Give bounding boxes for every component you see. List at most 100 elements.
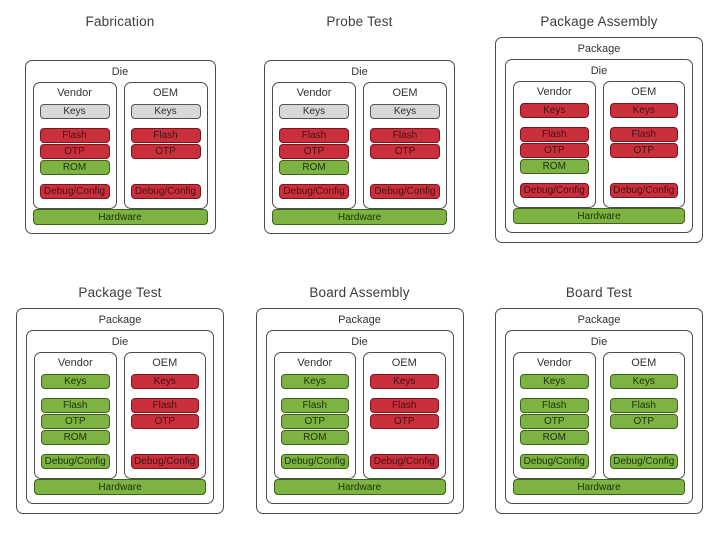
memory-section: Flash OTP <box>609 398 678 445</box>
debug-section: Debug/Config <box>609 454 678 469</box>
column-label: OEM <box>392 87 418 99</box>
block-flash: Flash <box>130 128 201 143</box>
stage-probe-test: Probe Test Die Vendor Keys Flash OTP ROM Debug/… <box>240 0 479 271</box>
block-debug-config: Debug/Config <box>609 183 678 198</box>
columns-row: Vendor Keys Flash OTP ROM Debug/Config OEM Keys… <box>34 352 206 479</box>
package-label: Package <box>98 314 142 326</box>
die-body: Vendor Keys Flash OTP ROM Debug/Config OEM Keys… <box>34 352 206 495</box>
block-otp: OTP <box>370 144 440 159</box>
memory-section: Flash OTP <box>609 127 678 174</box>
block-otp: OTP <box>609 414 678 429</box>
block-flash: Flash <box>130 398 199 413</box>
block-flash: Flash <box>609 127 678 142</box>
block-flash: Flash <box>280 398 349 413</box>
block-keys: Keys <box>39 104 110 119</box>
column-label: OEM <box>152 357 178 369</box>
block-keys: Keys <box>279 104 349 119</box>
stage-title: Probe Test <box>326 14 393 29</box>
stage-board-test: Board Test Package Die Vendor Keys Flash OTP RO… <box>479 271 719 545</box>
debug-section: Debug/Config <box>41 454 110 469</box>
debug-section: Debug/Config <box>520 183 589 198</box>
column-vendor: Vendor Keys Flash OTP ROM Debug/Config <box>273 352 356 479</box>
column-oem: OEM Keys Flash OTP Debug/Config <box>363 352 446 479</box>
memory-section: Flash OTP ROM <box>280 398 349 445</box>
block-hardware: Hardware <box>273 479 446 495</box>
block-debug-config: Debug/Config <box>130 184 201 199</box>
column-label: OEM <box>152 87 179 99</box>
block-debug-config: Debug/Config <box>41 454 110 469</box>
debug-section: Debug/Config <box>130 454 199 469</box>
debug-section: Debug/Config <box>39 184 110 199</box>
stage-diagram: Die Vendor Keys Flash OTP ROM Debug/Config OEM K… <box>24 60 216 234</box>
keys-section: Keys <box>609 374 678 389</box>
stage-diagram: Package Die Vendor Keys Flash OTP ROM Debug/Con… <box>255 308 464 514</box>
block-otp: OTP <box>280 414 349 429</box>
block-hardware: Hardware <box>513 479 685 495</box>
debug-section: Debug/Config <box>370 184 440 199</box>
memory-section: Flash OTP ROM <box>520 398 589 445</box>
column-label: OEM <box>631 86 657 98</box>
block-rom: ROM <box>280 430 349 445</box>
block-keys: Keys <box>609 374 678 389</box>
column-vendor: Vendor Keys Flash OTP ROM Debug/Config <box>513 352 596 479</box>
keys-section: Keys <box>609 103 678 118</box>
block-otp: OTP <box>279 144 349 159</box>
die-box: Die Vendor Keys Flash OTP ROM Debug/Config OEM K… <box>26 330 214 504</box>
block-debug-config: Debug/Config <box>130 454 199 469</box>
column-label: Vendor <box>297 357 333 369</box>
stage-diagram: Package Die Vendor Keys Flash OTP ROM Debug/Con… <box>16 308 224 514</box>
memory-section: Flash OTP ROM <box>279 128 349 175</box>
block-hardware: Hardware <box>513 208 685 224</box>
block-otp: OTP <box>130 144 201 159</box>
block-keys: Keys <box>370 374 439 389</box>
block-keys: Keys <box>41 374 110 389</box>
block-otp: OTP <box>41 414 110 429</box>
stage-title: Fabrication <box>85 14 155 29</box>
block-keys: Keys <box>609 103 678 118</box>
die-box: Die Vendor Keys Flash OTP ROM Debug/Config OEM K… <box>505 59 693 233</box>
column-vendor: Vendor Keys Flash OTP ROM Debug/Config <box>34 352 117 479</box>
die-box: Die Vendor Keys Flash OTP ROM Debug/Config OEM K… <box>265 330 454 504</box>
keys-section: Keys <box>130 374 199 389</box>
column-oem: OEM Keys Flash OTP Debug/Config <box>363 82 447 209</box>
keys-section: Keys <box>370 104 440 119</box>
block-hardware: Hardware <box>34 479 206 495</box>
die-label: Die <box>590 65 608 77</box>
block-flash: Flash <box>370 398 439 413</box>
debug-section: Debug/Config <box>279 184 349 199</box>
block-otp: OTP <box>520 143 589 158</box>
block-flash: Flash <box>39 128 110 143</box>
block-otp: OTP <box>370 414 439 429</box>
block-rom: ROM <box>39 160 110 175</box>
die-body: Vendor Keys Flash OTP ROM Debug/Config OEM Keys… <box>273 352 446 495</box>
block-keys: Keys <box>520 374 589 389</box>
keys-section: Keys <box>280 374 349 389</box>
keys-section: Keys <box>41 374 110 389</box>
debug-section: Debug/Config <box>609 183 678 198</box>
die-box: Die Vendor Keys Flash OTP ROM Debug/Config OEM K… <box>24 60 216 234</box>
keys-section: Keys <box>520 103 589 118</box>
memory-section: Flash OTP ROM <box>41 398 110 445</box>
block-debug-config: Debug/Config <box>520 183 589 198</box>
column-label: Vendor <box>57 357 93 369</box>
memory-section: Flash OTP <box>370 128 440 175</box>
column-label: OEM <box>391 357 417 369</box>
die-body: Vendor Keys Flash OTP ROM Debug/Config OEM Keys… <box>272 82 447 225</box>
block-flash: Flash <box>279 128 349 143</box>
block-keys: Keys <box>370 104 440 119</box>
block-debug-config: Debug/Config <box>280 454 349 469</box>
die-label: Die <box>111 66 129 78</box>
package-label: Package <box>577 43 621 55</box>
block-otp: OTP <box>130 414 199 429</box>
block-hardware: Hardware <box>272 209 447 225</box>
stage-title: Package Test <box>78 285 162 300</box>
column-oem: OEM Keys Flash OTP Debug/Config <box>602 352 685 479</box>
column-vendor: Vendor Keys Flash OTP ROM Debug/Config <box>32 82 117 209</box>
block-debug-config: Debug/Config <box>279 184 349 199</box>
memory-section: Flash OTP <box>130 398 199 445</box>
debug-section: Debug/Config <box>280 454 349 469</box>
package-label: Package <box>577 314 621 326</box>
keys-section: Keys <box>39 104 110 119</box>
stage-diagram: Die Vendor Keys Flash OTP ROM Debug/Config OEM K… <box>264 60 455 234</box>
